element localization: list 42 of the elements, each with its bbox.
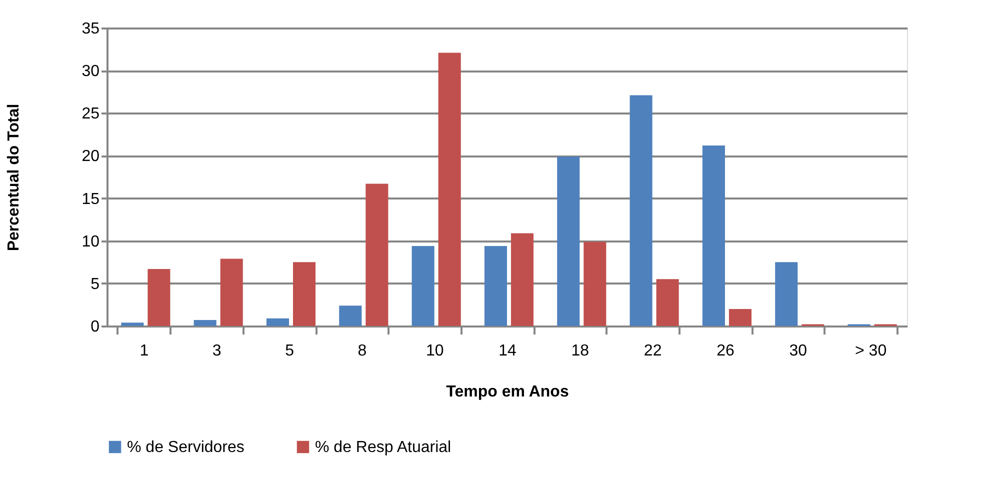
- y-axis-title: Percentual do Total: [6, 104, 23, 252]
- x-tick-label: 10: [426, 342, 444, 360]
- x-tick-label: 8: [358, 342, 367, 360]
- legend-label: % de Servidores: [127, 439, 244, 456]
- bar: [412, 246, 434, 326]
- bar: [438, 52, 461, 326]
- x-tick-label: 26: [716, 342, 734, 360]
- x-tick-label: 14: [498, 342, 516, 360]
- x-tick-label: 1: [140, 342, 149, 360]
- bar: [630, 95, 652, 326]
- bar: [557, 156, 580, 326]
- bar: [121, 322, 144, 326]
- bar: [584, 242, 606, 326]
- x-tick-label: > 30: [855, 342, 887, 360]
- bar: [194, 320, 216, 326]
- x-tick-label: 22: [644, 342, 662, 360]
- y-tick-label: 10: [82, 233, 100, 250]
- y-tick-label: 35: [82, 20, 100, 38]
- x-axis-title: Tempo em Anos: [446, 384, 569, 400]
- bar: [702, 145, 725, 326]
- bar: [148, 268, 170, 326]
- x-tick-label: 5: [285, 342, 294, 360]
- y-tick-label: 5: [90, 276, 100, 293]
- y-tick-label: 15: [82, 190, 100, 208]
- x-tick-label: 30: [789, 342, 808, 360]
- x-tick-label: 3: [212, 342, 222, 360]
- bar: [775, 262, 798, 326]
- bar: [656, 279, 679, 326]
- legend-label: % de Resp Atuarial: [315, 439, 452, 456]
- bar: [339, 306, 362, 326]
- x-tick-label: 18: [571, 342, 590, 360]
- y-tick-label: 30: [82, 63, 100, 80]
- y-tick-label: 20: [82, 148, 100, 166]
- bar: [510, 233, 534, 326]
- y-tick-label: 0: [90, 318, 100, 336]
- bar: [366, 184, 388, 326]
- bar: [292, 262, 316, 326]
- y-tick-label: 25: [82, 106, 100, 123]
- bar: [266, 318, 290, 326]
- bar: [484, 246, 507, 326]
- bar: [220, 258, 243, 326]
- bar: [728, 308, 752, 326]
